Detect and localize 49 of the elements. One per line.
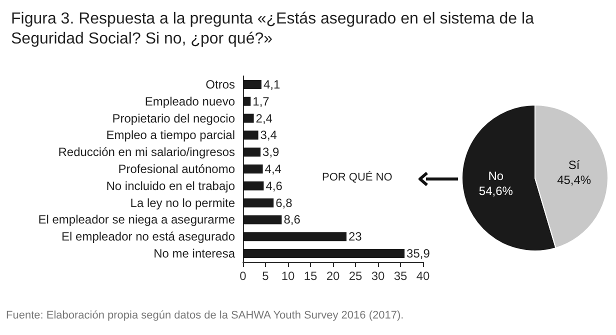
- annotation: POR QUÉ NO: [322, 170, 393, 184]
- data-label: 45,4%: [557, 172, 592, 187]
- y-tick-label: Profesional autónomo: [118, 162, 236, 176]
- y-tick-label: Propietario del negocio: [112, 111, 236, 126]
- slice-label: Sí: [568, 158, 580, 172]
- y-tick-label: Empleo a tiempo parcial: [106, 128, 235, 142]
- x-tick-label: 25: [348, 269, 362, 283]
- data-label: 3,9: [262, 145, 280, 160]
- x-tick-label: 40: [416, 269, 430, 283]
- slice-label: No: [488, 169, 504, 184]
- bar: [243, 148, 261, 157]
- x-tick-label: 15: [304, 269, 318, 283]
- x-tick-label: 10: [281, 269, 295, 283]
- x-tick-label: 35: [394, 269, 408, 283]
- y-tick-label: El empleador no está asegurado: [62, 230, 236, 244]
- bar: [243, 96, 251, 106]
- data-label: 2,4: [256, 111, 273, 126]
- bar: [243, 114, 254, 123]
- x-tick-label: 20: [326, 269, 340, 283]
- data-label: 35,9: [406, 246, 430, 261]
- y-tick-label: Reducción en mi salario/ingresos: [58, 145, 235, 160]
- x-tick-label: 30: [371, 269, 385, 283]
- data-label: 23: [348, 230, 362, 244]
- y-tick-label: No me interesa: [154, 246, 236, 261]
- bar: [243, 164, 263, 174]
- y-tick-label: No incluido en el trabajo: [106, 178, 236, 193]
- data-label: 6,8: [276, 196, 293, 210]
- source-note: Fuente: Elaboración propia según datos de la SAHWA Youth Survey 2016 (2017).: [6, 310, 404, 322]
- bar: [243, 198, 274, 208]
- bar: [243, 215, 282, 224]
- chart-title: Figura 3. Respuesta a la pregunta «¿Estás asegurado en el sistema de la Seguridad Social? Si no, ¿por qué?»: [11, 10, 534, 48]
- y-tick-label: Otros: [206, 77, 235, 92]
- y-tick-label: El empleador se niega a asegurarme: [38, 212, 236, 227]
- bar: [243, 130, 258, 140]
- data-label: 3,4: [260, 128, 278, 142]
- data-label: 1,7: [252, 94, 270, 108]
- data-label: 4,6: [266, 178, 283, 193]
- x-tick-label: 5: [262, 269, 270, 283]
- data-label: 8,6: [284, 212, 301, 227]
- bar: [243, 249, 405, 258]
- x-tick-label: 0: [240, 269, 247, 283]
- bar: [243, 80, 262, 89]
- y-tick-label: La ley no lo permite: [130, 196, 236, 210]
- data-label: 4,4: [264, 162, 282, 176]
- bar: [243, 232, 346, 242]
- bar: [243, 181, 264, 190]
- data-label: 54,6%: [478, 184, 514, 198]
- y-tick-label: Empleado nuevo: [144, 94, 236, 108]
- data-label: 4,1: [263, 77, 280, 92]
